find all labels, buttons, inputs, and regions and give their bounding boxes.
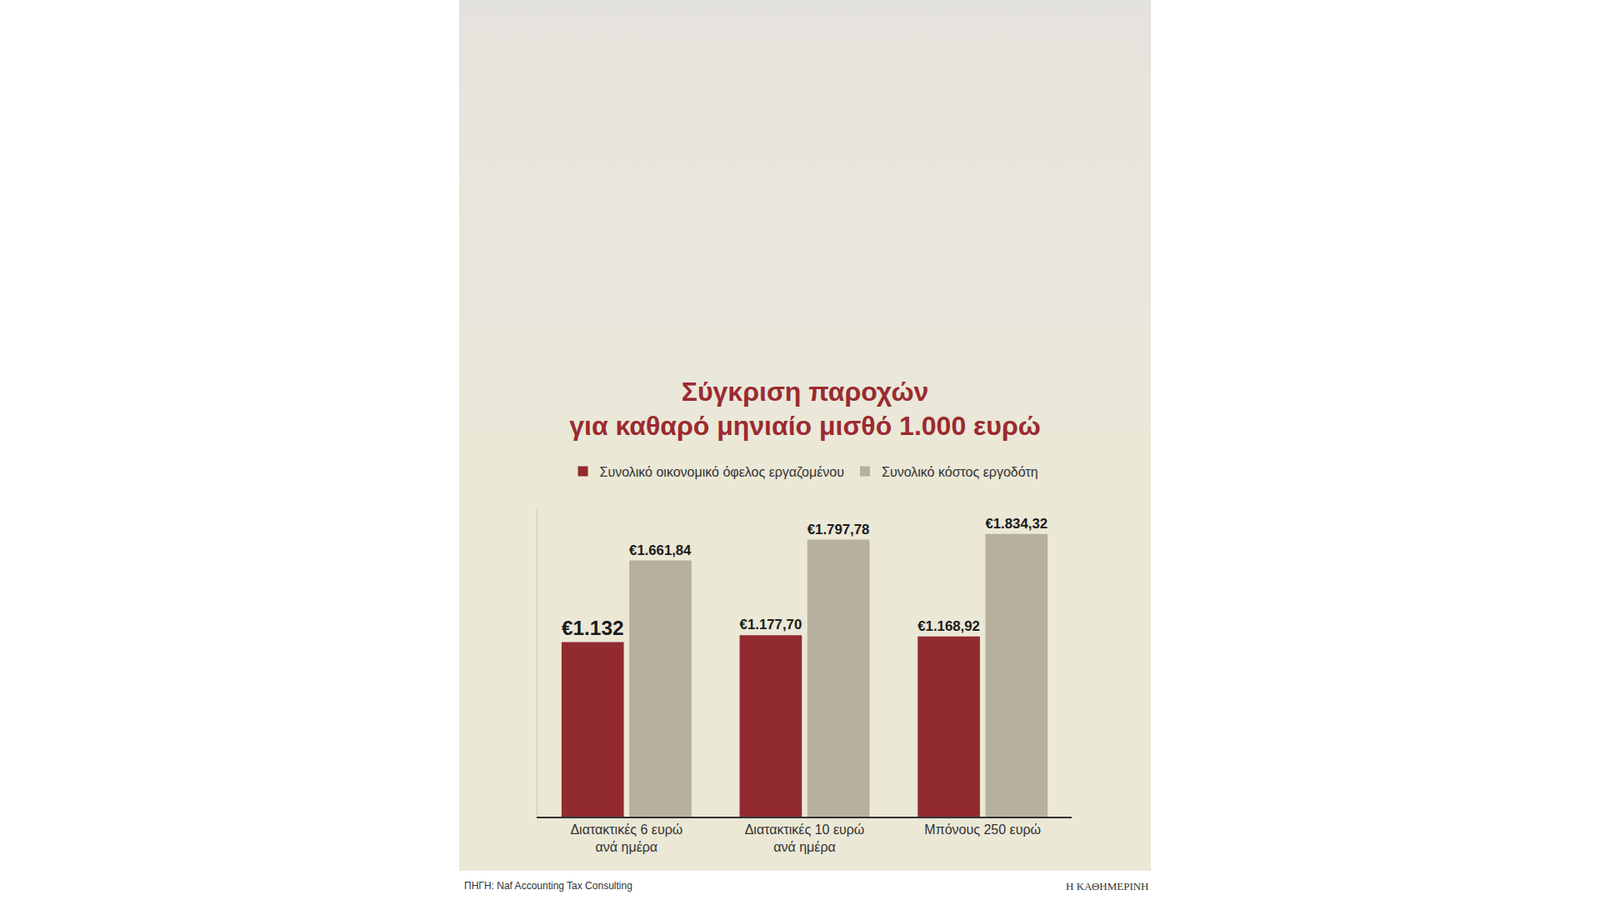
svg-text:Συνολικό κόστος εργοδότη: Συνολικό κόστος εργοδότη (881, 465, 1039, 480)
svg-text:Η ΚΑΘΗΜΕΡΙΝΗ: Η ΚΑΘΗΜΕΡΙΝΗ (1065, 880, 1150, 893)
svg-text:€1.797,78: €1.797,78 (807, 521, 870, 538)
svg-text:€1.132: €1.132 (561, 616, 625, 640)
svg-text:€1.177,70: €1.177,70 (740, 616, 803, 633)
svg-text:€1.834,32: €1.834,32 (985, 515, 1048, 532)
svg-text:Σύγκριση παροχώνγια καθαρό μην: Σύγκριση παροχώνγια καθαρό μηνιαίο μισθό… (569, 376, 1040, 442)
svg-text:Συνολικό οικονομικό όφελος εργ: Συνολικό οικονομικό όφελος εργαζομένου (600, 465, 845, 480)
svg-text:Διατακτικές 6 ευρώανά ημέρα: Διατακτικές 6 ευρώανά ημέρα (570, 822, 683, 855)
svg-text:Διατακτικές 10 ευρώανά ημέρα: Διατακτικές 10 ευρώανά ημέρα (745, 822, 865, 855)
svg-text:Μπόνους 250 ευρώ: Μπόνους 250 ευρώ (924, 822, 1041, 837)
svg-text:€1.168,92: €1.168,92 (917, 618, 980, 635)
svg-text:€1.661,84: €1.661,84 (629, 542, 692, 559)
svg-text:ΠΗΓΗ: Naf Accounting Tax Consu: ΠΗΓΗ: Naf Accounting Tax Consulting (464, 880, 633, 892)
